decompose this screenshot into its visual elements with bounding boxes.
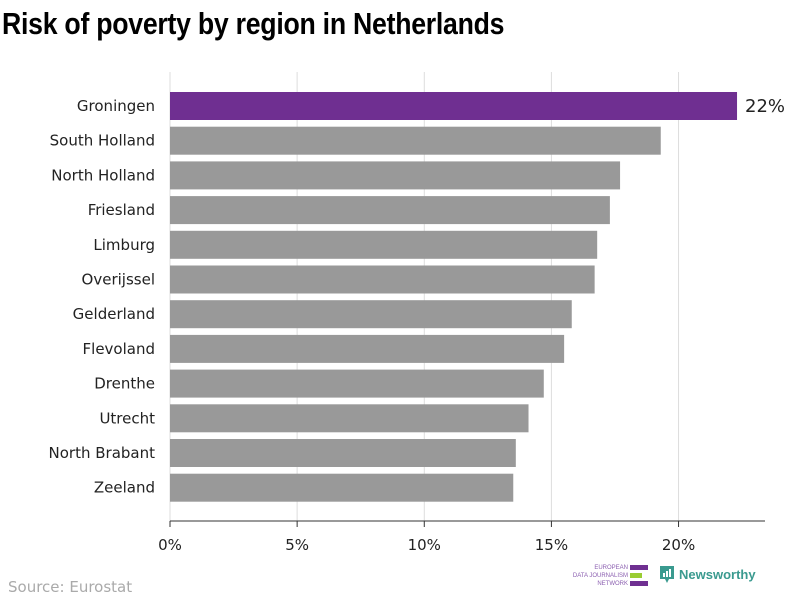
bar-south-holland bbox=[170, 126, 661, 155]
x-tick-label: 5% bbox=[285, 536, 309, 554]
bar-flevoland bbox=[170, 334, 565, 363]
category-label: North Holland bbox=[51, 166, 155, 184]
category-label: Flevoland bbox=[83, 340, 155, 358]
bar-north-brabant bbox=[170, 439, 516, 467]
newsworthy-icon bbox=[660, 566, 674, 583]
bar-overijssel bbox=[170, 265, 595, 294]
bar-gelderland bbox=[170, 300, 572, 329]
x-tick-label: 20% bbox=[662, 536, 695, 554]
x-tick-label: 15% bbox=[535, 536, 568, 554]
newsworthy-logo: Newsworthy bbox=[660, 566, 756, 583]
data-label: 22% bbox=[745, 96, 785, 117]
bar-groningen bbox=[170, 92, 738, 120]
category-label: Gelderland bbox=[73, 305, 155, 323]
bar-zeeland bbox=[170, 473, 514, 502]
category-label: Friesland bbox=[88, 201, 155, 219]
category-label: South Holland bbox=[50, 132, 155, 150]
source-note: Source: Eurostat bbox=[8, 578, 133, 596]
bar-drenthe bbox=[170, 369, 544, 398]
newsworthy-text: Newsworthy bbox=[679, 567, 756, 582]
bar-limburg bbox=[170, 230, 598, 259]
edjn-line-3: NETWORK bbox=[597, 581, 628, 587]
bar-friesland bbox=[170, 196, 610, 225]
category-label: Drenthe bbox=[94, 375, 155, 393]
category-label: North Brabant bbox=[49, 444, 156, 462]
category-label: Limburg bbox=[93, 236, 155, 254]
edjn-logo: EUROPEAN DATA JOURNALISM NETWORK bbox=[573, 565, 650, 590]
category-label: Zeeland bbox=[94, 479, 155, 497]
bar-north-holland bbox=[170, 161, 621, 190]
x-tick-label: 0% bbox=[158, 536, 182, 554]
category-label: Utrecht bbox=[99, 409, 155, 427]
edjn-line-2: DATA JOURNALISM bbox=[572, 573, 628, 579]
bar-utrecht bbox=[170, 404, 529, 433]
edjn-line-1: EUROPEAN bbox=[594, 565, 628, 571]
category-label: Groningen bbox=[77, 97, 155, 115]
chart-title: Risk of poverty by region in Netherlands bbox=[2, 6, 505, 41]
category-label: Overijssel bbox=[82, 271, 155, 289]
x-tick-label: 10% bbox=[408, 536, 441, 554]
